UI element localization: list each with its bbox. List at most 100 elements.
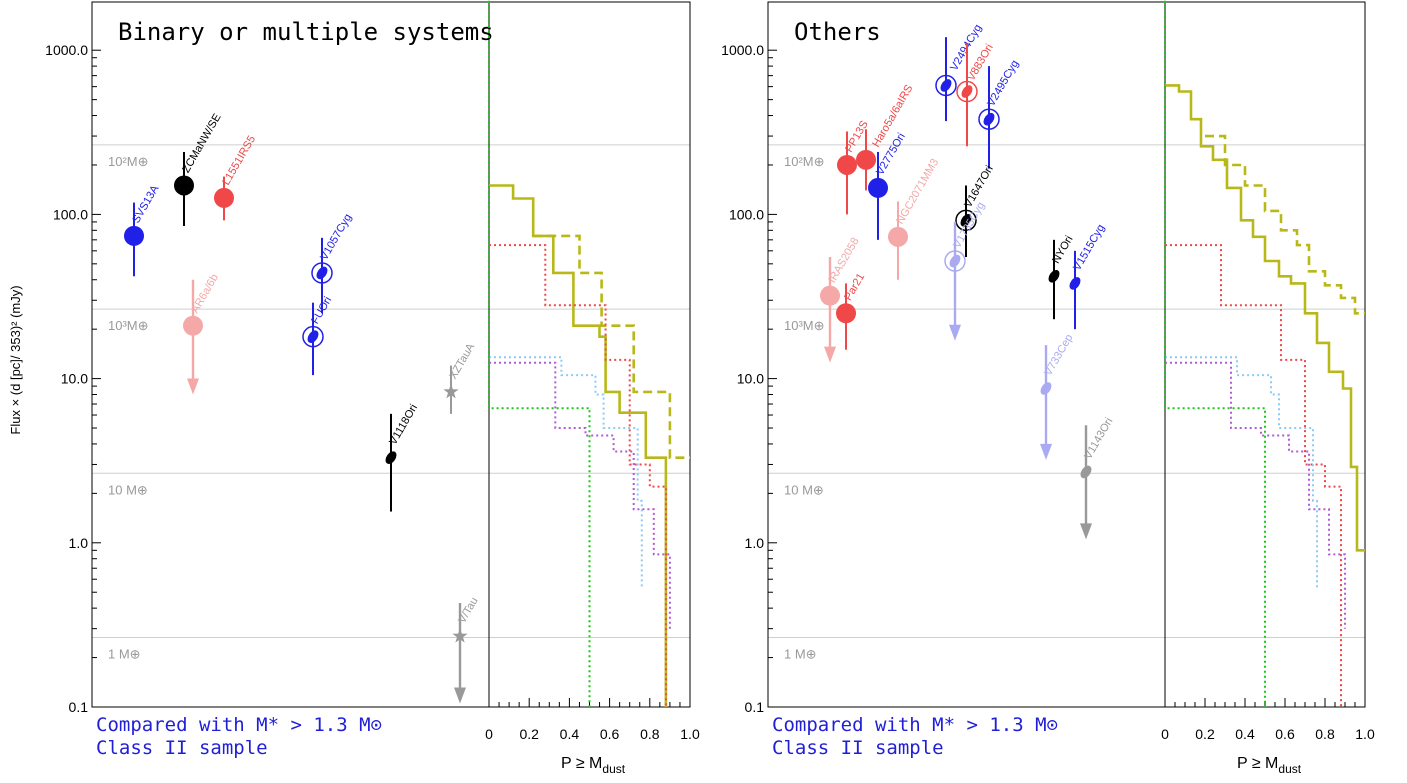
data-point: V1118Ori xyxy=(385,402,420,512)
y-tick-label: 1.0 xyxy=(69,535,89,551)
point-marker xyxy=(868,177,888,198)
panel-title: Others xyxy=(794,18,881,46)
x-tick-label: 0 xyxy=(485,726,493,742)
cdf-step-olive-dashed xyxy=(1205,134,1365,315)
data-point: V1143Ori xyxy=(1080,416,1115,540)
point-marker xyxy=(960,214,972,227)
point-ring xyxy=(935,74,957,97)
data-point: XZTauA xyxy=(443,341,477,414)
point-marker xyxy=(820,285,840,306)
data-point: V1057Cyg xyxy=(311,212,354,314)
y-tick-label: 100.0 xyxy=(729,206,764,222)
comparison-note: Class II sample xyxy=(96,737,268,759)
cdf-step-cyan-dotted xyxy=(489,356,643,590)
point-label: ZCMaNW/SE xyxy=(180,112,223,175)
cdf-step-cyan-dotted xyxy=(1165,356,1318,590)
point-label: L1551IRS5 xyxy=(220,134,258,188)
y-tick-label: 1000.0 xyxy=(721,42,764,58)
point-marker xyxy=(961,85,973,98)
x-tick-label: 0.4 xyxy=(1235,726,1255,742)
comparison-note: Compared with M* > 1.3 M⊙ xyxy=(772,714,1058,736)
data-point: V1515Cyg xyxy=(1069,222,1107,330)
point-label: NGC2071MM3 xyxy=(894,157,941,227)
data-point: V2495Cyg xyxy=(978,58,1021,169)
mass-label: 1 M⊕ xyxy=(784,647,817,662)
upper-limit-arrow xyxy=(454,687,466,704)
cdf-step-olive-dashed xyxy=(533,234,690,459)
point-label: V1057Cyg xyxy=(318,212,354,262)
cdf-step-purple-dotted xyxy=(1165,361,1346,629)
point-marker xyxy=(940,79,952,92)
point-marker xyxy=(174,175,194,196)
x-tick-label: 0.6 xyxy=(600,726,620,742)
y-tick-label: 1000.0 xyxy=(45,42,88,58)
x-tick-label: 1.0 xyxy=(1355,726,1375,742)
y-tick-label: 0.1 xyxy=(69,699,89,715)
x-tick-label: 1.0 xyxy=(680,726,700,742)
data-point: V733Cep xyxy=(1040,332,1076,460)
x-tick-label: 0.2 xyxy=(519,726,539,742)
point-ring xyxy=(955,209,977,232)
mass-label: 10 M⊕ xyxy=(784,482,824,497)
panel-others: 10³M⊕ 10²M⊕ 10 M⊕ 1 M⊕ 0.1 1.0 10.0 100.0 1000.0… xyxy=(721,0,1375,776)
point-marker xyxy=(983,112,995,126)
mass-label: 10 M⊕ xyxy=(108,482,148,497)
cdf-step-olive-solid xyxy=(1165,84,1365,552)
data-point: NYOri xyxy=(1048,234,1076,320)
point-label: V1118Ori xyxy=(387,402,420,447)
data-point: NGC2071MM3 xyxy=(888,157,941,280)
upper-limit-arrow xyxy=(824,346,836,363)
point-label: XZTauA xyxy=(447,341,477,381)
y-tick-label: 1.0 xyxy=(745,535,765,551)
point-marker xyxy=(214,187,234,208)
y-axis-label: Flux × (d [pc]/ 353)² (mJy) xyxy=(8,285,23,434)
point-ring xyxy=(956,80,978,103)
point-marker xyxy=(1048,269,1060,283)
plot-frame xyxy=(767,1,1366,708)
panel-title: Binary or multiple systems xyxy=(118,18,494,46)
cdf-axis-label: P ≥ Mdust xyxy=(561,755,626,776)
point-ring xyxy=(302,325,324,348)
point-marker xyxy=(307,330,319,343)
point-marker xyxy=(316,266,328,280)
data-point: V1735Cyg xyxy=(944,200,987,341)
x-tick-label: 0.8 xyxy=(1315,726,1335,742)
cdf-step-red-dotted xyxy=(489,244,667,707)
data-point: L1551IRS5 xyxy=(214,134,258,221)
comparison-note: Compared with M* > 1.3 M⊙ xyxy=(96,714,382,736)
cdf-step-red-dotted xyxy=(1165,244,1342,707)
point-marker xyxy=(385,451,397,464)
x-tick-label: 0.8 xyxy=(640,726,660,742)
point-marker xyxy=(124,225,144,246)
upper-limit-arrow xyxy=(187,378,199,395)
upper-limit-arrow xyxy=(949,324,961,341)
mass-label: 10²M⊕ xyxy=(784,154,825,169)
point-marker xyxy=(1040,382,1052,395)
point-marker xyxy=(183,315,203,336)
mass-label: 10²M⊕ xyxy=(108,154,149,169)
cdf-step-olive-solid xyxy=(489,184,668,707)
point-label: V733Cep xyxy=(1042,332,1075,378)
point-marker xyxy=(452,628,468,643)
point-ring xyxy=(311,262,333,284)
cdf-axis-label: P ≥ Mdust xyxy=(1237,755,1302,776)
point-ring xyxy=(944,250,966,272)
plot-frame xyxy=(91,1,691,708)
point-ring xyxy=(978,108,1000,130)
point-label: V2495Cyg xyxy=(985,58,1021,108)
point-marker xyxy=(856,149,876,170)
upper-limit-arrow xyxy=(1040,443,1052,460)
y-tick-label: 10.0 xyxy=(737,371,764,387)
cdf-step-green-dotted xyxy=(1164,0,1266,707)
cdf-step-purple-dotted xyxy=(489,361,671,629)
x-tick-label: 0 xyxy=(1161,726,1169,742)
point-marker xyxy=(1069,277,1081,290)
data-point: AR6a/6b xyxy=(183,272,221,395)
x-tick-label: 0.2 xyxy=(1195,726,1215,742)
mass-label: 1 M⊕ xyxy=(108,647,141,662)
x-tick-label: 0.6 xyxy=(1275,726,1295,742)
x-tick-label: 0.4 xyxy=(560,726,580,742)
data-point: SVS13A xyxy=(124,183,162,277)
data-point: Par21 xyxy=(836,271,867,350)
